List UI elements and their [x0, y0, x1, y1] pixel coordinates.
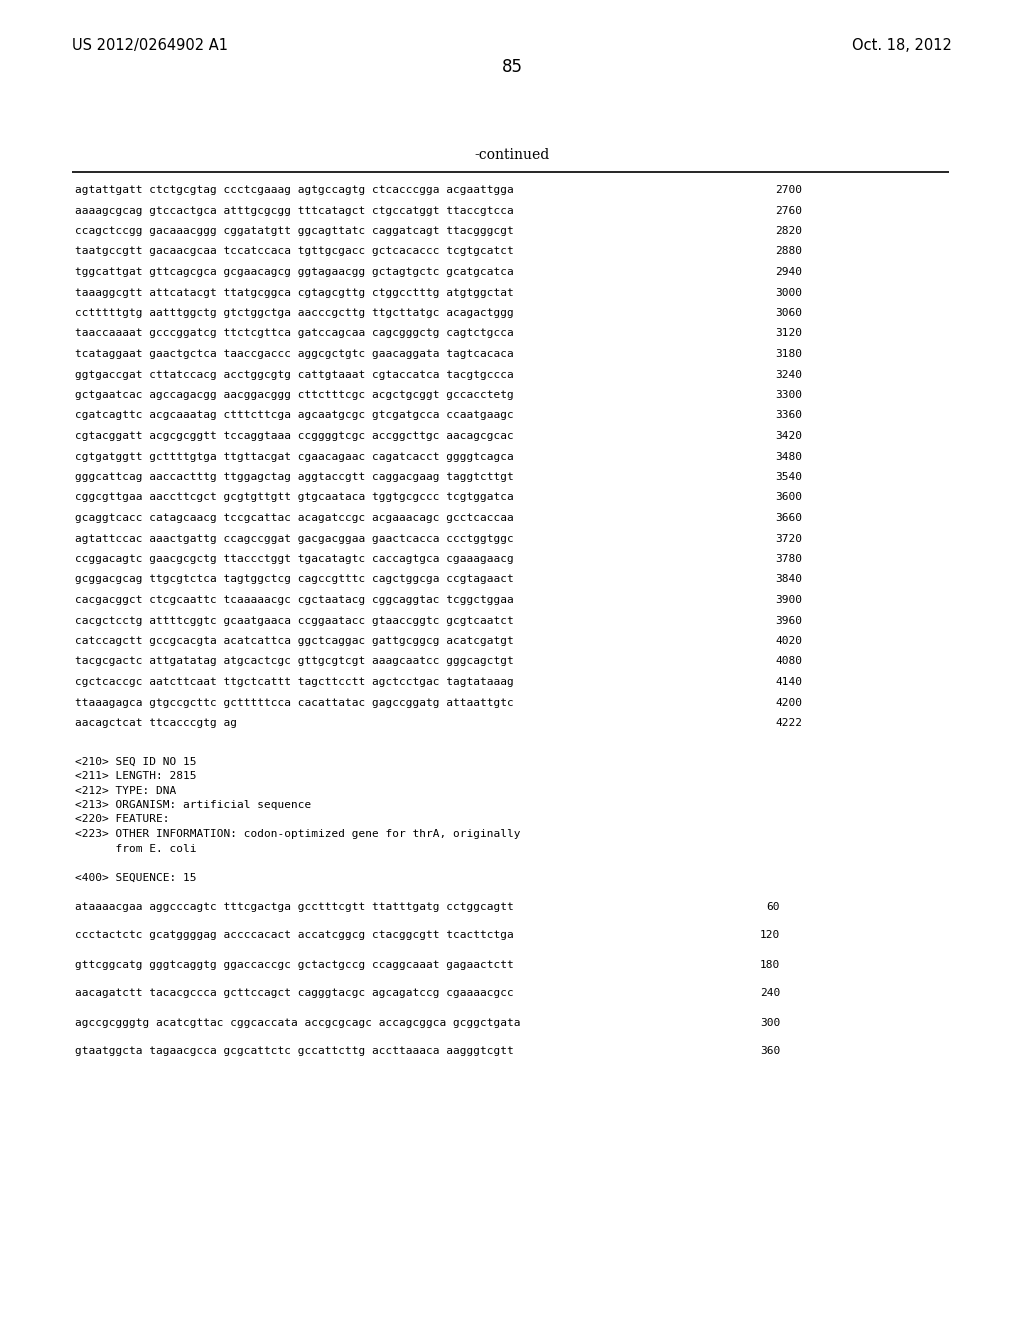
- Text: taatgccgtt gacaacgcaa tccatccaca tgttgcgacc gctcacaccc tcgtgcatct: taatgccgtt gacaacgcaa tccatccaca tgttgcg…: [75, 247, 514, 256]
- Text: ttaaagagca gtgccgcttc gctttttcca cacattatac gagccggatg attaattgtc: ttaaagagca gtgccgcttc gctttttcca cacatta…: [75, 697, 514, 708]
- Text: gctgaatcac agccagacgg aacggacggg cttctttcgc acgctgcggt gccacctetg: gctgaatcac agccagacgg aacggacggg cttcttt…: [75, 389, 514, 400]
- Text: US 2012/0264902 A1: US 2012/0264902 A1: [72, 38, 228, 53]
- Text: from E. coli: from E. coli: [75, 843, 197, 854]
- Text: cgatcagttc acgcaaatag ctttcttcga agcaatgcgc gtcgatgcca ccaatgaagc: cgatcagttc acgcaaatag ctttcttcga agcaatg…: [75, 411, 514, 421]
- Text: 3060: 3060: [775, 308, 802, 318]
- Text: cctttttgtg aatttggctg gtctggctga aacccgcttg ttgcttatgc acagactggg: cctttttgtg aatttggctg gtctggctga aacccgc…: [75, 308, 514, 318]
- Text: 3960: 3960: [775, 615, 802, 626]
- Text: taaccaaaat gcccggatcg ttctcgttca gatccagcaa cagcgggctg cagtctgcca: taaccaaaat gcccggatcg ttctcgttca gatccag…: [75, 329, 514, 338]
- Text: cgctcaccgc aatcttcaat ttgctcattt tagcttcctt agctcctgac tagtataaag: cgctcaccgc aatcttcaat ttgctcattt tagcttc…: [75, 677, 514, 686]
- Text: gtaatggcta tagaacgcca gcgcattctc gccattcttg accttaaaca aagggtcgtt: gtaatggcta tagaacgcca gcgcattctc gccattc…: [75, 1047, 514, 1056]
- Text: 3540: 3540: [775, 473, 802, 482]
- Text: 180: 180: [760, 960, 780, 969]
- Text: ccagctccgg gacaaacggg cggatatgtt ggcagttatc caggatcagt ttacgggcgt: ccagctccgg gacaaacggg cggatatgtt ggcagtt…: [75, 226, 514, 236]
- Text: 4222: 4222: [775, 718, 802, 729]
- Text: tacgcgactc attgatatag atgcactcgc gttgcgtcgt aaagcaatcc gggcagctgt: tacgcgactc attgatatag atgcactcgc gttgcgt…: [75, 656, 514, 667]
- Text: <213> ORGANISM: artificial sequence: <213> ORGANISM: artificial sequence: [75, 800, 311, 810]
- Text: 3180: 3180: [775, 348, 802, 359]
- Text: 4020: 4020: [775, 636, 802, 645]
- Text: <210> SEQ ID NO 15: <210> SEQ ID NO 15: [75, 756, 197, 767]
- Text: tcataggaat gaactgctca taaccgaccc aggcgctgtc gaacaggata tagtcacaca: tcataggaat gaactgctca taaccgaccc aggcgct…: [75, 348, 514, 359]
- Text: -continued: -continued: [474, 148, 550, 162]
- Text: 360: 360: [760, 1047, 780, 1056]
- Text: 3420: 3420: [775, 432, 802, 441]
- Text: catccagctt gccgcacgta acatcattca ggctcaggac gattgcggcg acatcgatgt: catccagctt gccgcacgta acatcattca ggctcag…: [75, 636, 514, 645]
- Text: 3240: 3240: [775, 370, 802, 380]
- Text: 3660: 3660: [775, 513, 802, 523]
- Text: <400> SEQUENCE: 15: <400> SEQUENCE: 15: [75, 873, 197, 883]
- Text: 4200: 4200: [775, 697, 802, 708]
- Text: cgtgatggtt gcttttgtga ttgttacgat cgaacagaac cagatcacct ggggtcagca: cgtgatggtt gcttttgtga ttgttacgat cgaacag…: [75, 451, 514, 462]
- Text: Oct. 18, 2012: Oct. 18, 2012: [852, 38, 952, 53]
- Text: <211> LENGTH: 2815: <211> LENGTH: 2815: [75, 771, 197, 781]
- Text: ggtgaccgat cttatccacg acctggcgtg cattgtaaat cgtaccatca tacgtgccca: ggtgaccgat cttatccacg acctggcgtg cattgta…: [75, 370, 514, 380]
- Text: 3360: 3360: [775, 411, 802, 421]
- Text: aacagctcat ttcacccgtg ag: aacagctcat ttcacccgtg ag: [75, 718, 237, 729]
- Text: gcaggtcacc catagcaacg tccgcattac acagatccgc acgaaacagc gcctcaccaa: gcaggtcacc catagcaacg tccgcattac acagatc…: [75, 513, 514, 523]
- Text: 2940: 2940: [775, 267, 802, 277]
- Text: ccctactctc gcatggggag accccacact accatcggcg ctacggcgtt tcacttctga: ccctactctc gcatggggag accccacact accatcg…: [75, 931, 514, 940]
- Text: 2760: 2760: [775, 206, 802, 215]
- Text: 60: 60: [767, 902, 780, 912]
- Text: gggcattcag aaccactttg ttggagctag aggtaccgtt caggacgaag taggtcttgt: gggcattcag aaccactttg ttggagctag aggtacc…: [75, 473, 514, 482]
- Text: 2880: 2880: [775, 247, 802, 256]
- Text: 300: 300: [760, 1018, 780, 1027]
- Text: 4140: 4140: [775, 677, 802, 686]
- Text: <220> FEATURE:: <220> FEATURE:: [75, 814, 170, 825]
- Text: cacgctcctg attttcggtc gcaatgaaca ccggaatacc gtaaccggtc gcgtcaatct: cacgctcctg attttcggtc gcaatgaaca ccggaat…: [75, 615, 514, 626]
- Text: aacagatctt tacacgccca gcttccagct cagggtacgc agcagatccg cgaaaacgcc: aacagatctt tacacgccca gcttccagct cagggta…: [75, 989, 514, 998]
- Text: 3900: 3900: [775, 595, 802, 605]
- Text: taaaggcgtt attcatacgt ttatgcggca cgtagcgttg ctggcctttg atgtggctat: taaaggcgtt attcatacgt ttatgcggca cgtagcg…: [75, 288, 514, 297]
- Text: agccgcgggtg acatcgttac cggcaccata accgcgcagc accagcggca gcggctgata: agccgcgggtg acatcgttac cggcaccata accgcg…: [75, 1018, 520, 1027]
- Text: 240: 240: [760, 989, 780, 998]
- Text: 3840: 3840: [775, 574, 802, 585]
- Text: 3120: 3120: [775, 329, 802, 338]
- Text: 3300: 3300: [775, 389, 802, 400]
- Text: 2700: 2700: [775, 185, 802, 195]
- Text: 85: 85: [502, 58, 522, 77]
- Text: cgtacggatt acgcgcggtt tccaggtaaa ccggggtcgc accggcttgc aacagcgcac: cgtacggatt acgcgcggtt tccaggtaaa ccggggt…: [75, 432, 514, 441]
- Text: 120: 120: [760, 931, 780, 940]
- Text: ccggacagtc gaacgcgctg ttaccctggt tgacatagtc caccagtgca cgaaagaacg: ccggacagtc gaacgcgctg ttaccctggt tgacata…: [75, 554, 514, 564]
- Text: cacgacggct ctcgcaattc tcaaaaacgc cgctaatacg cggcaggtac tcggctggaa: cacgacggct ctcgcaattc tcaaaaacgc cgctaat…: [75, 595, 514, 605]
- Text: 3600: 3600: [775, 492, 802, 503]
- Text: agtattccac aaactgattg ccagccggat gacgacggaa gaactcacca ccctggtggc: agtattccac aaactgattg ccagccggat gacgacg…: [75, 533, 514, 544]
- Text: 3780: 3780: [775, 554, 802, 564]
- Text: 3720: 3720: [775, 533, 802, 544]
- Text: 3480: 3480: [775, 451, 802, 462]
- Text: gcggacgcag ttgcgtctca tagtggctcg cagccgtttc cagctggcga ccgtagaact: gcggacgcag ttgcgtctca tagtggctcg cagccgt…: [75, 574, 514, 585]
- Text: ataaaacgaa aggcccagtc tttcgactga gcctttcgtt ttatttgatg cctggcagtt: ataaaacgaa aggcccagtc tttcgactga gcctttc…: [75, 902, 514, 912]
- Text: 3000: 3000: [775, 288, 802, 297]
- Text: tggcattgat gttcagcgca gcgaacagcg ggtagaacgg gctagtgctc gcatgcatca: tggcattgat gttcagcgca gcgaacagcg ggtagaa…: [75, 267, 514, 277]
- Text: gttcggcatg gggtcaggtg ggaccaccgc gctactgccg ccaggcaaat gagaactctt: gttcggcatg gggtcaggtg ggaccaccgc gctactg…: [75, 960, 514, 969]
- Text: aaaagcgcag gtccactgca atttgcgcgg tttcatagct ctgccatggt ttaccgtcca: aaaagcgcag gtccactgca atttgcgcgg tttcata…: [75, 206, 514, 215]
- Text: agtattgatt ctctgcgtag ccctcgaaag agtgccagtg ctcacccgga acgaattgga: agtattgatt ctctgcgtag ccctcgaaag agtgcca…: [75, 185, 514, 195]
- Text: 4080: 4080: [775, 656, 802, 667]
- Text: <223> OTHER INFORMATION: codon-optimized gene for thrA, originally: <223> OTHER INFORMATION: codon-optimized…: [75, 829, 520, 840]
- Text: 2820: 2820: [775, 226, 802, 236]
- Text: cggcgttgaa aaccttcgct gcgtgttgtt gtgcaataca tggtgcgccc tcgtggatca: cggcgttgaa aaccttcgct gcgtgttgtt gtgcaat…: [75, 492, 514, 503]
- Text: <212> TYPE: DNA: <212> TYPE: DNA: [75, 785, 176, 796]
